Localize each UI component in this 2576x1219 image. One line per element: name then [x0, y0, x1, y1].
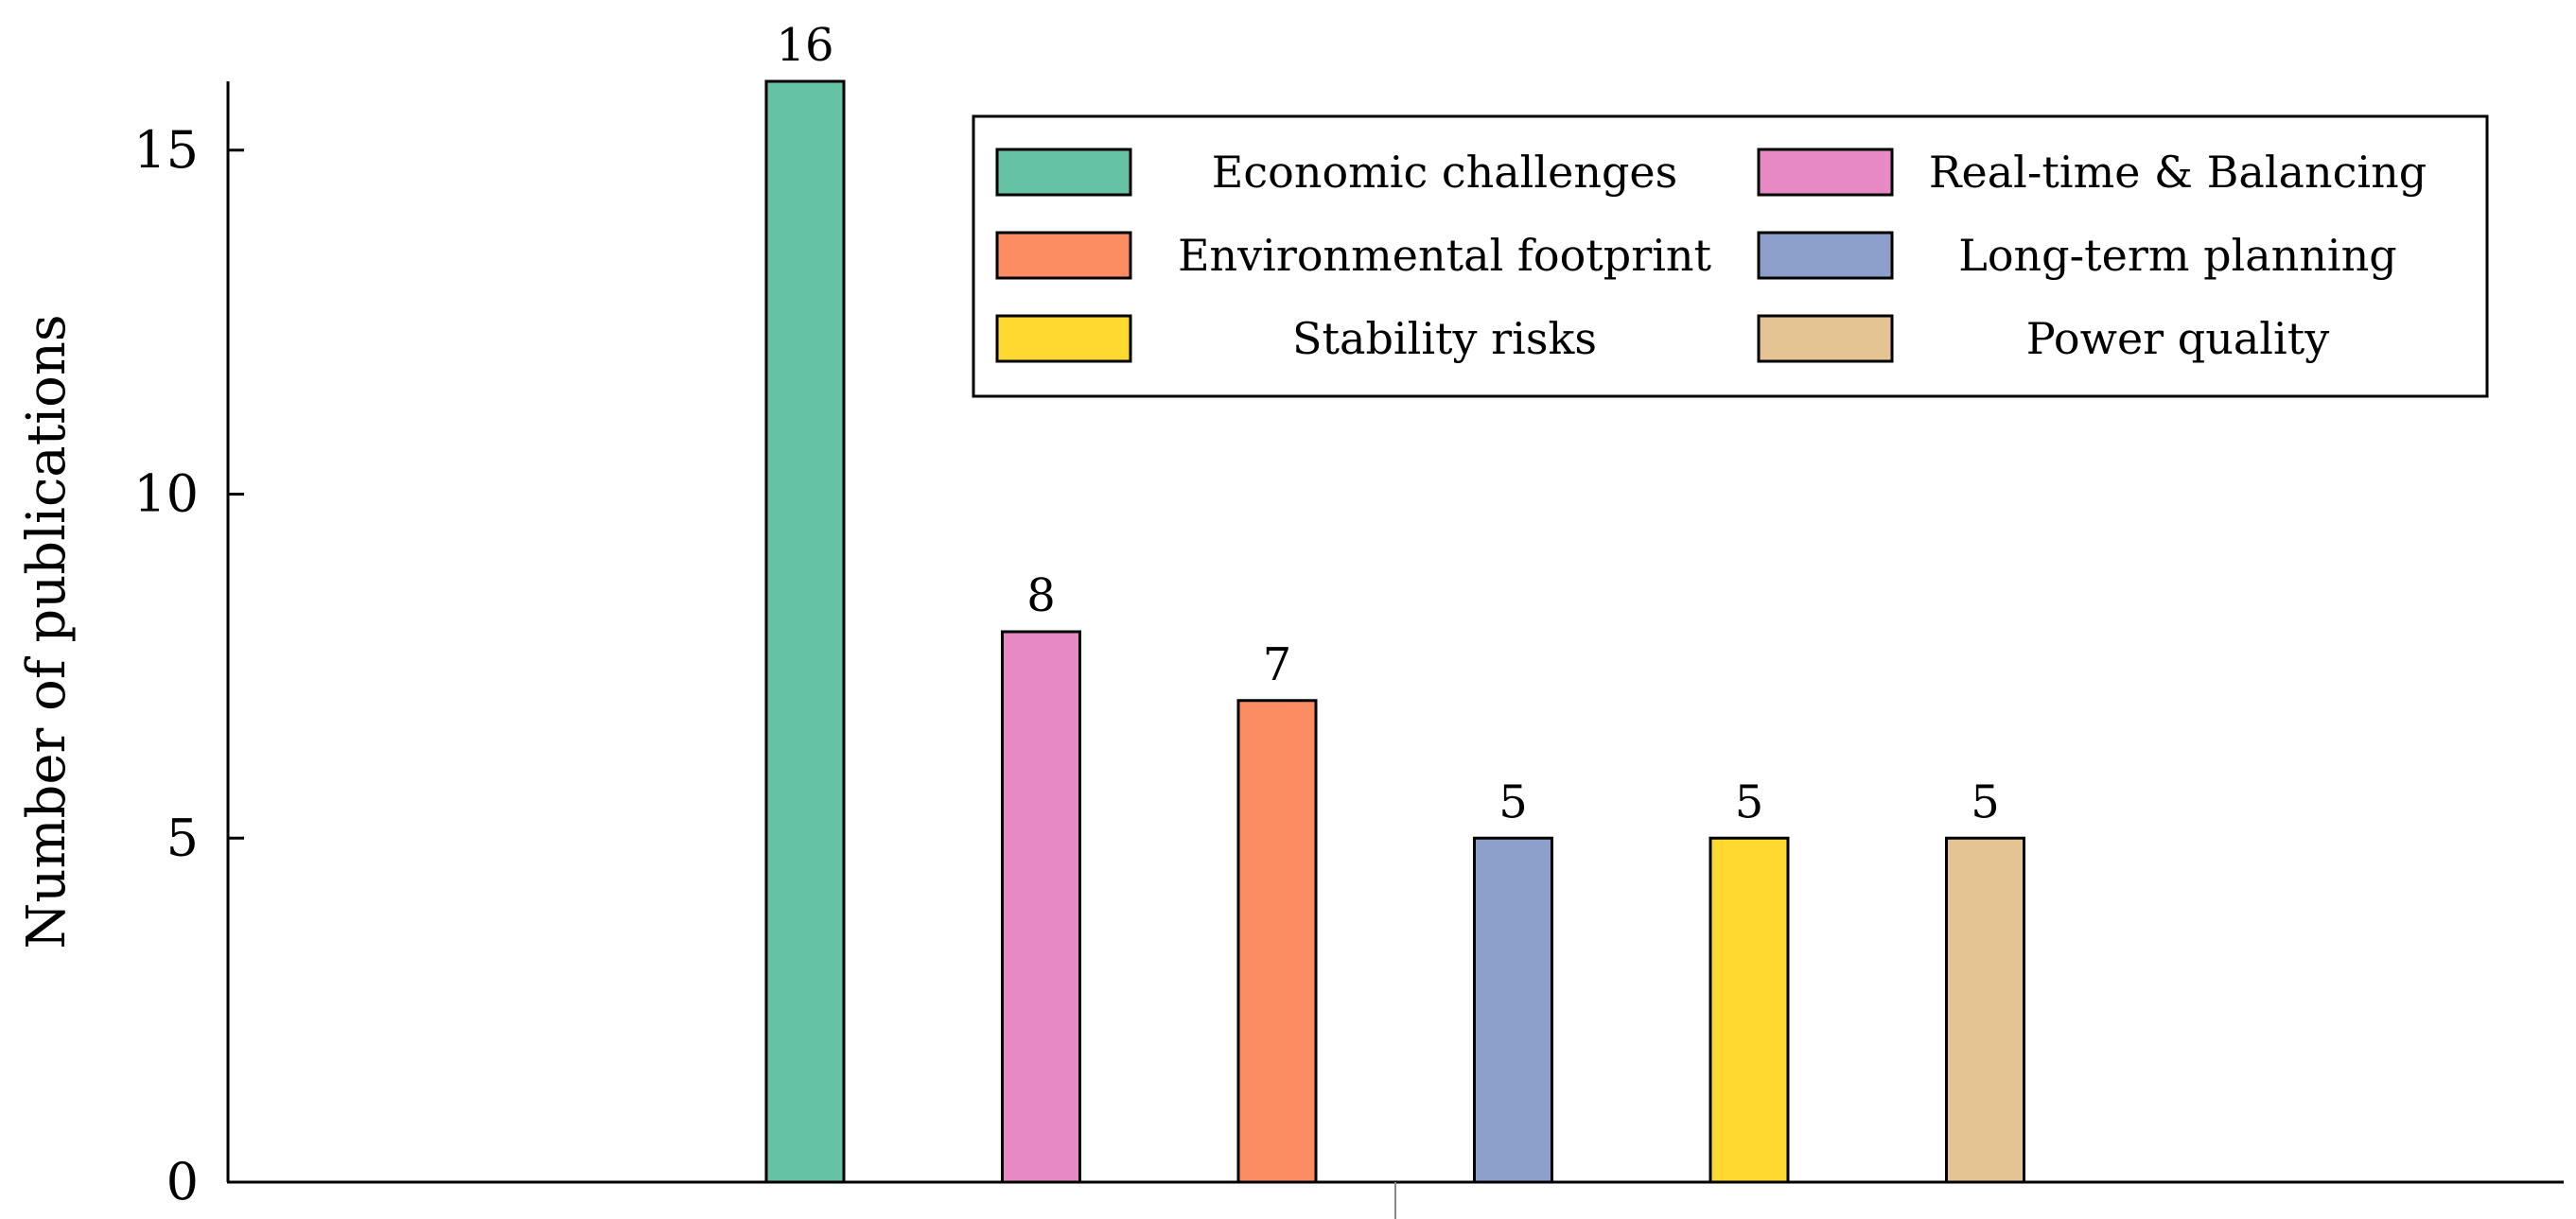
- legend-item-real-time-and-balancing: Real-time & Balancing: [1757, 147, 2427, 198]
- legend-label: Power quality: [2026, 313, 2329, 364]
- legend-item-power-quality: Power quality: [1757, 313, 2329, 364]
- data-label-real-time-and-balancing: 8: [1026, 569, 1056, 622]
- legend-label: Real-time & Balancing: [1929, 147, 2427, 198]
- data-label-long-term-planning: 5: [1498, 775, 1528, 828]
- bar-environmental-footprint: [1236, 699, 1318, 1184]
- data-label-power-quality: 5: [1971, 775, 2000, 828]
- legend-item-stability-risks: Stability risks: [995, 313, 1597, 364]
- y-tick-label: 5: [166, 808, 199, 867]
- data-label-stability-risks: 5: [1735, 775, 1764, 828]
- legend-swatch: [995, 148, 1132, 197]
- data-label-environmental-footprint: 7: [1263, 638, 1292, 691]
- y-ticks-layer: 0 5 10 15: [133, 120, 244, 1211]
- legend-swatch: [995, 231, 1132, 280]
- legend-swatch: [1757, 148, 1894, 197]
- legend-swatch: [1757, 314, 1894, 363]
- legend: Economic challenges Real-time & Balancing…: [972, 114, 2489, 398]
- legend-label: Long-term planning: [1958, 230, 2396, 281]
- legend-items: Economic challenges Real-time & Balancing…: [995, 147, 2427, 364]
- y-tick-label: 10: [133, 464, 199, 524]
- bar-economic-challenges: [764, 79, 846, 1184]
- bars-layer: [764, 79, 2025, 1184]
- legend-label: Stability risks: [1292, 313, 1597, 364]
- legend-swatch: [995, 314, 1132, 363]
- legend-label: Environmental footprint: [1178, 230, 1712, 281]
- bar-long-term-planning: [1473, 836, 1553, 1184]
- legend-item-economic-challenges: Economic challenges: [995, 147, 1677, 198]
- legend-swatch: [1757, 231, 1894, 280]
- legend-item-environmental-footprint: Environmental footprint: [995, 230, 1712, 281]
- legend-label: Economic challenges: [1212, 147, 1677, 198]
- bar-real-time-and-balancing: [1001, 630, 1081, 1184]
- legend-item-long-term-planning: Long-term planning: [1757, 230, 2397, 281]
- legend-frame: [972, 114, 2489, 398]
- bar-stability-risks: [1709, 836, 1790, 1184]
- y-axis-title: Number of publications: [16, 314, 78, 949]
- data-labels-layer: 16 8 7 5 5 5: [776, 19, 1999, 828]
- y-tick-label: 0: [166, 1152, 199, 1211]
- bar-power-quality: [1945, 836, 2025, 1184]
- y-tick-label: 15: [133, 120, 199, 180]
- axes-layer: [226, 81, 2564, 1219]
- data-label-economic-challenges: 16: [776, 19, 833, 72]
